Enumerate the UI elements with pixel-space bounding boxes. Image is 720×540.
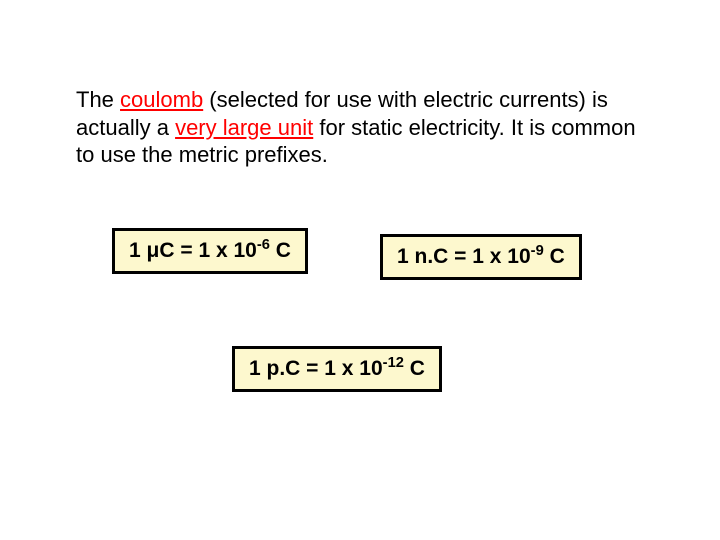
formula-pico-suffix: C (404, 357, 425, 380)
formula-pico: 1 p.C = 1 x 10-12 C (232, 346, 442, 392)
formula-micro: 1 μC = 1 x 10-6 C (112, 228, 308, 274)
formula-nano-suffix: C (544, 245, 565, 268)
formula-micro-prefix: 1 μC = 1 x 10 (129, 239, 257, 262)
formula-nano-exp: -9 (531, 243, 544, 259)
formula-micro-exp: -6 (257, 237, 270, 253)
para-text-1: The (76, 87, 120, 112)
formula-pico-prefix: 1 p.C = 1 x 10 (249, 357, 383, 380)
intro-paragraph: The coulomb (selected for use with elect… (76, 86, 656, 169)
formula-nano-prefix: 1 n.C = 1 x 10 (397, 245, 531, 268)
formula-micro-suffix: C (270, 239, 291, 262)
formula-pico-exp: -12 (383, 355, 404, 371)
coulomb-word: coulomb (120, 87, 203, 112)
large-unit-phrase: very large unit (175, 115, 313, 140)
formula-nano: 1 n.C = 1 x 10-9 C (380, 234, 582, 280)
